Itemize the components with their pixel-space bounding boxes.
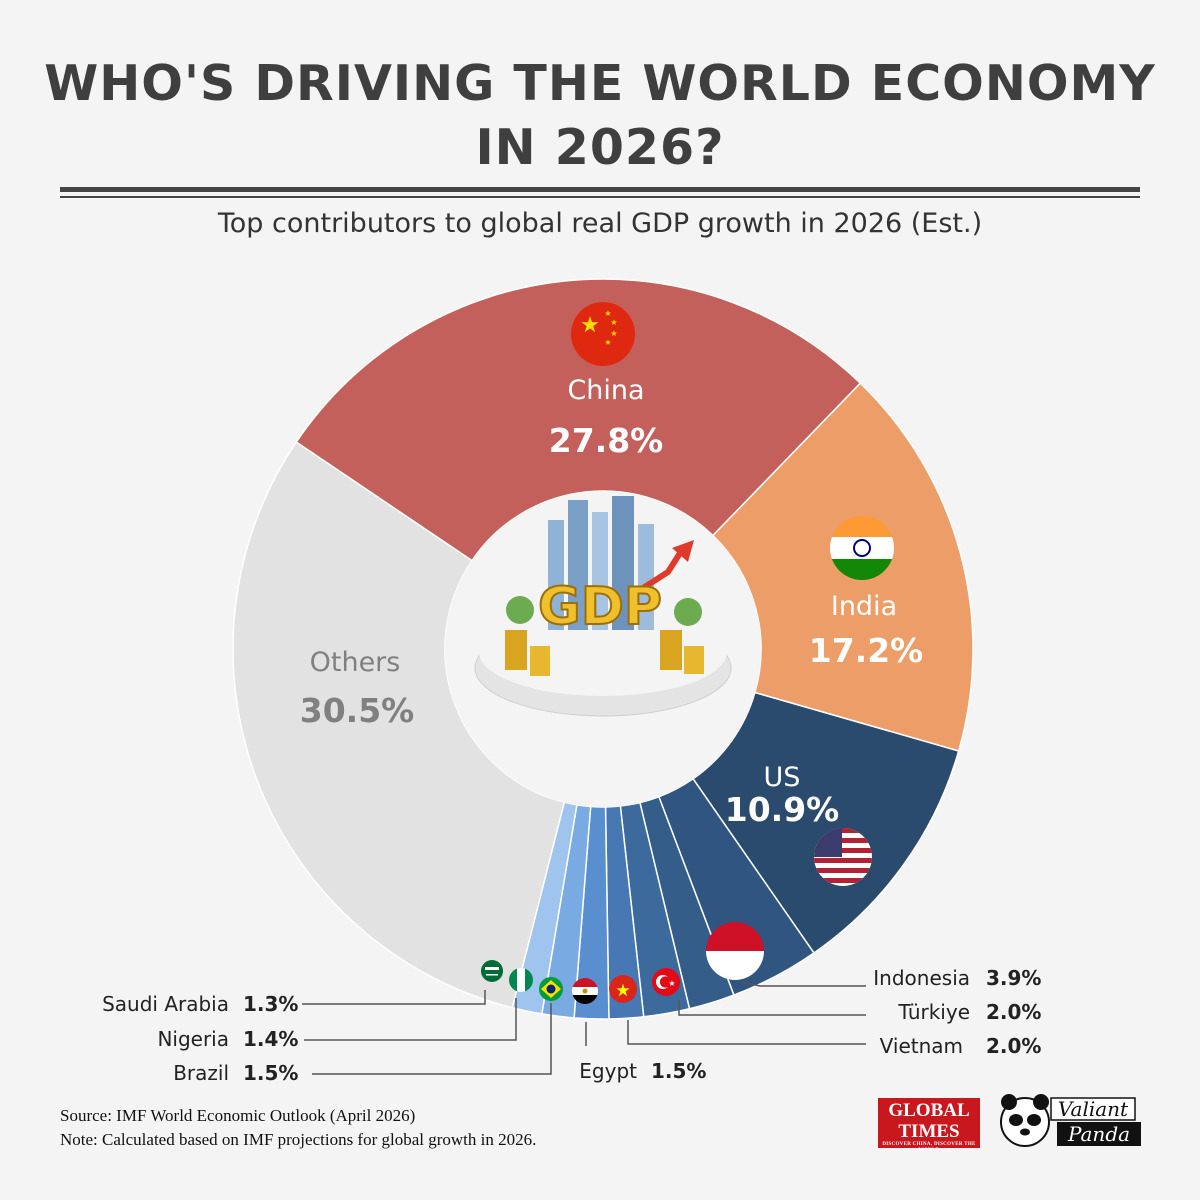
vietnam-flag-icon: ★ — [609, 975, 637, 1003]
svg-text:★: ★ — [580, 313, 600, 338]
ext-label-vietnam: Vietnam — [880, 1034, 963, 1058]
svg-text:★: ★ — [604, 338, 611, 347]
page-title: WHO'S DRIVING THE WORLD ECONOMY IN 2026? — [0, 52, 1200, 180]
gdp-label: GDP — [538, 577, 662, 637]
title-rule-thin — [60, 196, 1140, 198]
ext-label-brazil: Brazil — [173, 1061, 229, 1085]
title-line-2: IN 2026? — [475, 119, 725, 176]
leader-line-indonesia — [741, 981, 866, 987]
svg-text:★: ★ — [604, 309, 611, 318]
ext-value-brazil: 1.5% — [243, 1061, 298, 1085]
valiant-panda-logo: Valiant Panda — [1000, 1094, 1141, 1147]
ext-value-egypt: 1.5% — [651, 1059, 706, 1083]
slice-value-china: 27.8% — [549, 421, 664, 460]
nigeria-flag-icon — [509, 968, 533, 992]
slice-value-us: 10.9% — [725, 790, 840, 829]
gdp-center-illustration: GDP — [474, 496, 732, 717]
slice-value-others: 30.5% — [300, 691, 415, 730]
chart-subtitle: Top contributors to global real GDP grow… — [217, 208, 983, 239]
ext-label-turkiye: Türkiye — [897, 1000, 970, 1024]
saudi-arabia-flag-icon — [481, 960, 503, 982]
ext-value-turkiye: 2.0% — [986, 1000, 1041, 1024]
leader-line-brazil — [312, 1003, 552, 1075]
egypt-flag-icon — [572, 978, 598, 1004]
global-times-logo: GLOBAL TIMES DISCOVER CHINA, DISCOVER TH… — [878, 1098, 980, 1153]
ext-label-saudi-arabia: Saudi Arabia — [102, 992, 229, 1016]
ext-label-egypt: Egypt — [579, 1059, 637, 1083]
global-times-tagline: DISCOVER CHINA, DISCOVER THE WORLD — [882, 1142, 976, 1153]
ext-value-nigeria: 1.4% — [243, 1027, 298, 1051]
leader-lines — [302, 981, 866, 1075]
slice-label-india: India — [831, 591, 897, 622]
turkiye-flag-icon: ★ — [652, 968, 680, 996]
brazil-flag-icon — [539, 977, 563, 1001]
leader-line-saudi-arabia — [302, 990, 486, 1005]
leader-line-nigeria — [304, 998, 517, 1041]
svg-text:★: ★ — [610, 318, 617, 327]
ext-label-indonesia: Indonesia — [873, 966, 970, 990]
title-rule-thick — [60, 187, 1140, 192]
us-flag-icon — [814, 828, 872, 886]
title-line-1: WHO'S DRIVING THE WORLD ECONOMY — [44, 55, 1156, 112]
slice-value-india: 17.2% — [809, 631, 924, 670]
svg-text:★: ★ — [615, 981, 630, 1001]
calculation-note: Note: Calculated based on IMF projection… — [60, 1130, 537, 1149]
svg-text:★: ★ — [668, 979, 675, 988]
leader-line-vietnam — [627, 1020, 866, 1045]
ext-value-indonesia: 3.9% — [986, 966, 1041, 990]
china-flag-icon: ★ ★ ★ ★ ★ — [571, 302, 635, 366]
slice-label-others: Others — [310, 647, 401, 678]
ext-label-nigeria: Nigeria — [157, 1027, 229, 1051]
india-flag-icon — [830, 516, 894, 580]
global-times-logo-line2: TIMES — [898, 1121, 960, 1142]
ext-value-vietnam: 2.0% — [986, 1034, 1041, 1058]
ext-value-saudi-arabia: 1.3% — [243, 992, 298, 1016]
leader-line-turkiye — [678, 1000, 866, 1016]
valiant-panda-logo-line2: Panda — [1067, 1122, 1130, 1146]
slice-label-china: China — [567, 375, 644, 406]
global-times-logo-line1: GLOBAL — [888, 1100, 970, 1121]
slice-label-us: US — [764, 762, 801, 793]
svg-text:★: ★ — [610, 329, 617, 338]
source-note: Source: IMF World Economic Outlook (Apri… — [60, 1106, 416, 1125]
valiant-panda-logo-line1: Valiant — [1058, 1097, 1129, 1121]
